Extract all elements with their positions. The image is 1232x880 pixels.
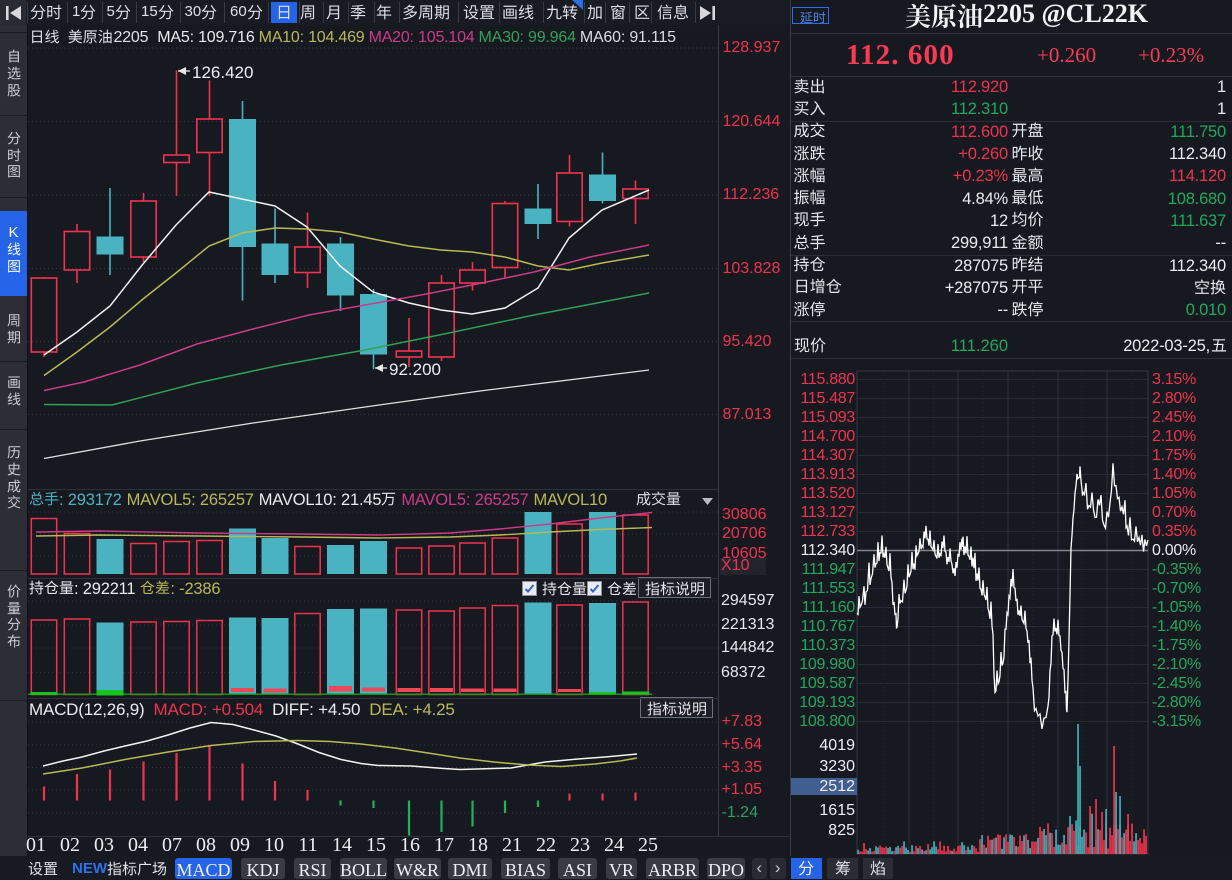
svg-text:126.420: 126.420 <box>192 63 253 82</box>
svg-text:92.200: 92.200 <box>389 360 441 379</box>
